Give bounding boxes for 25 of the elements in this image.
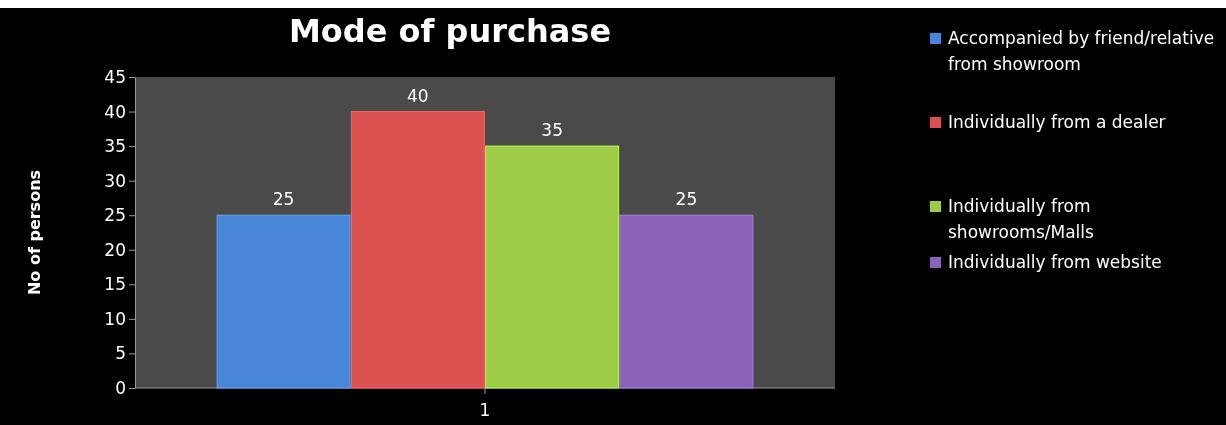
y-tick-label: 40 [104, 101, 126, 122]
legend-label: Individually from showrooms/Malls [948, 196, 1095, 242]
y-tick-label: 35 [104, 136, 126, 157]
bar [619, 214, 754, 389]
y-tick-label: 20 [104, 239, 126, 260]
y-axis-title: No of persons [25, 169, 44, 296]
data-label: 40 [407, 85, 429, 106]
y-tick-label: 45 [104, 66, 126, 87]
x-tick-label: 1 [479, 399, 491, 420]
bar [350, 111, 485, 389]
data-label: 35 [541, 120, 563, 141]
legend-label: Accompanied by friend/relative from showroom [948, 28, 1215, 74]
y-tick-label: 15 [104, 274, 126, 295]
data-label: 25 [675, 189, 698, 210]
legend-label: Individually from website [948, 252, 1162, 272]
y-tick-label: 25 [104, 205, 126, 226]
y-tick-label: 0 [115, 377, 126, 398]
chart-title: Mode of purchase [288, 12, 612, 50]
data-label: 25 [272, 189, 295, 210]
y-tick-label: 30 [104, 170, 126, 191]
y-tick-label: 10 [104, 308, 126, 329]
y-tick-label: 5 [115, 343, 126, 364]
legend-label: Individually from a dealer [948, 112, 1166, 132]
bar [216, 214, 351, 389]
bar [485, 145, 620, 389]
